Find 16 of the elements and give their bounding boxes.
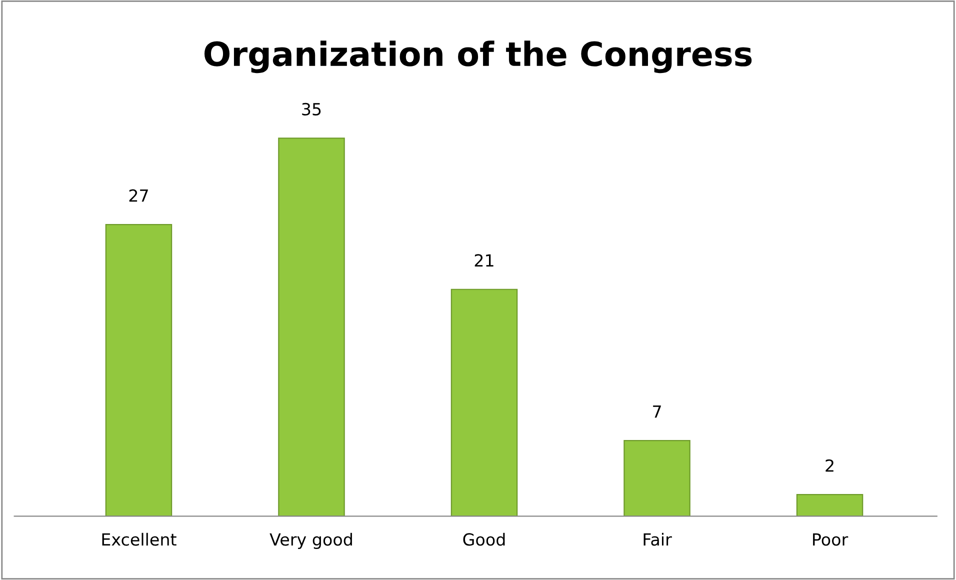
data-label: 7 xyxy=(653,406,661,418)
x-tick-label: Poor xyxy=(813,533,848,546)
data-label: 2 xyxy=(826,459,834,472)
bar xyxy=(105,224,172,516)
bar xyxy=(278,138,345,516)
bar xyxy=(796,494,864,516)
bar xyxy=(624,440,690,516)
chart-title: Organization of the Congress xyxy=(204,40,752,74)
x-tick-label: Very good xyxy=(270,532,352,549)
x-tick-label: Excellent xyxy=(102,532,176,546)
data-label: 21 xyxy=(474,254,494,266)
bar xyxy=(450,288,518,516)
data-label: 27 xyxy=(129,189,148,202)
x-tick-label: Fair xyxy=(644,532,672,546)
x-tick-label: Good xyxy=(463,532,505,546)
data-label: 35 xyxy=(302,102,321,116)
